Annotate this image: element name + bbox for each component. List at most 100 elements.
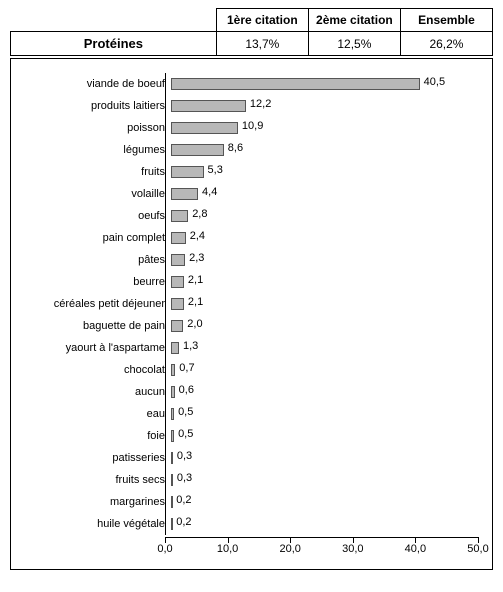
bar <box>171 210 188 222</box>
axis-spacer <box>25 537 165 559</box>
bar-value-label: 2,0 <box>187 318 202 330</box>
bar-value-label: 0,2 <box>176 494 191 506</box>
row-label: beurre <box>25 276 171 288</box>
bar <box>171 320 183 332</box>
chart-row: patisseries 0,3 <box>25 447 478 469</box>
row-label: patisseries <box>25 452 171 464</box>
bar <box>171 474 173 486</box>
row-label: fruits secs <box>25 474 171 486</box>
bar <box>171 496 173 508</box>
row-label: eau <box>25 408 171 420</box>
bar-value-label: 5,3 <box>208 164 223 176</box>
chart-row: huile végétale 0,2 <box>25 513 478 535</box>
x-tick-label: 50,0 <box>467 543 488 555</box>
bar-value-label: 2,4 <box>190 230 205 242</box>
row-label: produits laitiers <box>25 100 171 112</box>
y-axis <box>165 73 166 535</box>
chart-row: légumes8,6 <box>25 139 478 161</box>
axis-baseline <box>165 537 478 538</box>
bar-value-label: 2,1 <box>188 274 203 286</box>
chart-row: fruits 5,3 <box>25 161 478 183</box>
row-label: oeufs <box>25 210 171 222</box>
bar <box>171 276 184 288</box>
row-plot: 2,0 <box>171 315 478 337</box>
chart-row: foie0,5 <box>25 425 478 447</box>
row-label-proteines: Protéines <box>11 32 217 56</box>
chart-row: aucun0,6 <box>25 381 478 403</box>
chart-row: eau0,5 <box>25 403 478 425</box>
chart-frame: viande de boeuf40,5produits laitiers12,2… <box>10 58 493 570</box>
chart-row: fruits secs 0,3 <box>25 469 478 491</box>
x-tick-label: 40,0 <box>405 543 426 555</box>
bar-value-label: 2,3 <box>189 252 204 264</box>
bar <box>171 166 204 178</box>
chart-row: poisson 10,9 <box>25 117 478 139</box>
row-label: baguette de pain <box>25 320 171 332</box>
row-label: huile végétale <box>25 518 171 530</box>
chart-row: chocolat0,7 <box>25 359 478 381</box>
header-row-values: Protéines 13,7% 12,5% 26,2% <box>11 32 493 56</box>
bar-value-label: 0,6 <box>179 384 194 396</box>
value-citation1: 13,7% <box>216 32 308 56</box>
row-plot: 2,1 <box>171 271 478 293</box>
header-row-columns: 1ère citation 2ème citation Ensemble <box>11 9 493 32</box>
bar <box>171 100 246 112</box>
chart-row: oeufs 2,8 <box>25 205 478 227</box>
row-plot: 40,5 <box>171 73 478 95</box>
bar-value-label: 4,4 <box>202 186 217 198</box>
bar <box>171 386 175 398</box>
x-tick-label: 10,0 <box>217 543 238 555</box>
bar <box>171 452 173 464</box>
value-ensemble: 26,2% <box>400 32 492 56</box>
chart-row: beurre 2,1 <box>25 271 478 293</box>
chart-row: yaourt à l'aspartame 1,3 <box>25 337 478 359</box>
bar-value-label: 10,9 <box>242 120 263 132</box>
row-plot: 0,3 <box>171 447 478 469</box>
row-plot: 2,4 <box>171 227 478 249</box>
bar <box>171 144 224 156</box>
row-label: pâtes <box>25 254 171 266</box>
row-plot: 0,2 <box>171 491 478 513</box>
header-table: 1ère citation 2ème citation Ensemble Pro… <box>10 8 493 56</box>
header-empty <box>11 9 217 32</box>
row-plot: 2,8 <box>171 205 478 227</box>
chart-row: viande de boeuf40,5 <box>25 73 478 95</box>
row-plot: 0,2 <box>171 513 478 535</box>
row-label: yaourt à l'aspartame <box>25 342 171 354</box>
bar-value-label: 40,5 <box>424 76 445 88</box>
bar-value-label: 2,8 <box>192 208 207 220</box>
bar-value-label: 8,6 <box>228 142 243 154</box>
row-plot: 8,6 <box>171 139 478 161</box>
chart-area: viande de boeuf40,5produits laitiers12,2… <box>25 73 478 535</box>
row-plot: 5,3 <box>171 161 478 183</box>
row-plot: 0,3 <box>171 469 478 491</box>
bar <box>171 254 185 266</box>
chart-row: produits laitiers12,2 <box>25 95 478 117</box>
bar <box>171 78 420 90</box>
bar-value-label: 1,3 <box>183 340 198 352</box>
row-label: fruits <box>25 166 171 178</box>
row-plot: 12,2 <box>171 95 478 117</box>
row-plot: 2,3 <box>171 249 478 271</box>
value-citation2: 12,5% <box>308 32 400 56</box>
bar <box>171 342 179 354</box>
row-plot: 4,4 <box>171 183 478 205</box>
chart-row: céréales petit déjeuner2,1 <box>25 293 478 315</box>
row-label: poisson <box>25 122 171 134</box>
page-root: 1ère citation 2ème citation Ensemble Pro… <box>0 0 503 582</box>
bar-value-label: 2,1 <box>188 296 203 308</box>
row-plot: 1,3 <box>171 337 478 359</box>
bar-value-label: 0,3 <box>177 450 192 462</box>
bar <box>171 518 173 530</box>
row-plot: 0,5 <box>171 403 478 425</box>
bar-value-label: 0,3 <box>177 472 192 484</box>
x-tick-label: 20,0 <box>279 543 300 555</box>
bar-value-label: 0,5 <box>178 428 193 440</box>
bar <box>171 188 198 200</box>
row-label: volaille <box>25 188 171 200</box>
bar <box>171 364 175 376</box>
bar <box>171 408 174 420</box>
x-tick-label: 0,0 <box>157 543 172 555</box>
bar-value-label: 0,2 <box>176 516 191 528</box>
col-citation2: 2ème citation <box>308 9 400 32</box>
